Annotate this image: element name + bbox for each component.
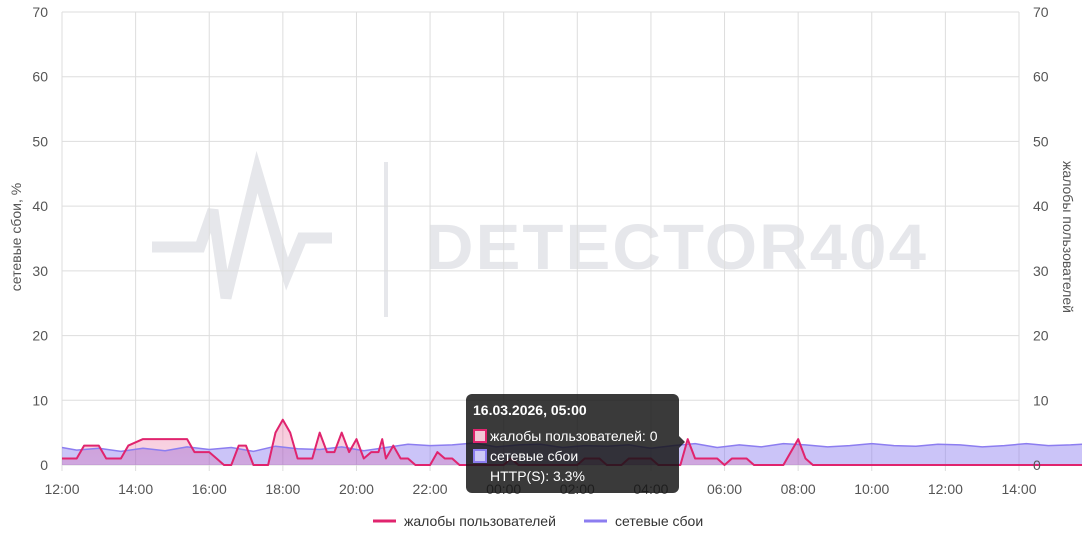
legend-item-failures[interactable]: сетевые сбои: [584, 513, 703, 529]
tooltip-swatch-complaints: [473, 429, 487, 443]
line-network-failures: [61, 442, 1082, 453]
x-tick-label: 20:00: [339, 481, 374, 497]
x-tick-label: 22:00: [413, 481, 448, 497]
legend-label-complaints: жалобы пользователей: [404, 513, 556, 529]
x-tick-label: 12:00: [44, 481, 79, 497]
x-tick-label: 16:00: [192, 481, 227, 497]
y-left-tick-label: 30: [32, 263, 48, 279]
y-axis-right-title: жалобы пользователей: [1060, 161, 1076, 313]
x-tick-label: 14:00: [118, 481, 153, 497]
x-tick-label: 08:00: [781, 481, 816, 497]
y-right-tick-label: 70: [1033, 4, 1049, 20]
y-left-tick-label: 50: [32, 133, 48, 149]
watermark-pulse-icon: [152, 150, 332, 300]
x-tick-label: 12:00: [928, 481, 963, 497]
tooltip-row-failures: сетевые сбои: [473, 446, 672, 466]
x-tick-label: 10:00: [854, 481, 889, 497]
y-right-tick-label: 0: [1033, 457, 1041, 473]
y-axis-left-title: сетевые сбои, %: [8, 183, 24, 291]
tooltip-extra: HTTP(S): 3.3%: [490, 468, 585, 484]
y-left-tick-label: 40: [32, 198, 48, 214]
x-tick-label: 14:00: [1001, 481, 1036, 497]
x-tick-label: 06:00: [707, 481, 742, 497]
tooltip-title: 16.03.2026, 05:00: [473, 402, 587, 418]
y-left-tick-label: 60: [32, 69, 48, 85]
y-left-tick-label: 0: [40, 457, 48, 473]
y-left-tick-label: 10: [32, 392, 48, 408]
axes: 0 10 20 30 40 50 60 70 0 10 20 30 40 50 60 70 12:00 14:00…: [32, 4, 1048, 497]
y-right-tick-label: 50: [1033, 133, 1049, 149]
y-right-tick-label: 40: [1033, 198, 1049, 214]
tooltip-caret: [679, 436, 685, 448]
area-complaints: [62, 419, 1082, 465]
tooltip-swatch-failures: [473, 449, 487, 463]
y-left-tick-label: 70: [32, 4, 48, 20]
legend: жалобы пользователей сетевые сбои: [373, 513, 703, 529]
tooltip-row-complaints: жалобы пользователей: 0: [473, 426, 672, 446]
tooltip: 16.03.2026, 05:00 жалобы пользователей: …: [466, 394, 679, 493]
y-right-tick-label: 10: [1033, 392, 1049, 408]
y-right-tick-label: 60: [1033, 69, 1049, 85]
legend-label-failures: сетевые сбои: [615, 513, 703, 529]
y-left-tick-label: 20: [32, 328, 48, 344]
tooltip-row-complaints-text: жалобы пользователей: 0: [490, 428, 658, 444]
legend-item-complaints[interactable]: жалобы пользователей: [373, 513, 556, 529]
y-right-tick-label: 20: [1033, 328, 1049, 344]
tooltip-row-failures-text: сетевые сбои: [490, 448, 579, 464]
watermark: DETECTOR404: [152, 150, 928, 317]
x-tick-label: 18:00: [265, 481, 300, 497]
watermark-text: DETECTOR404: [425, 211, 928, 283]
y-right-tick-label: 30: [1033, 263, 1049, 279]
